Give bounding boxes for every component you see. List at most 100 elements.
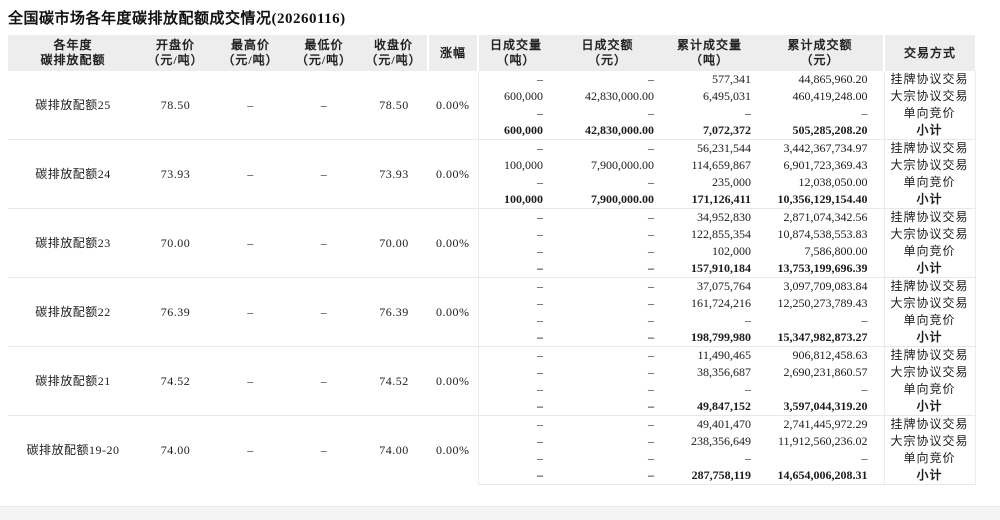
header-line: （元/吨） <box>222 53 279 67</box>
daily-amount-cell: – <box>648 244 654 258</box>
daily-volume-cell: – <box>478 139 553 157</box>
trade-method-cell: 单向竞价 <box>884 450 976 467</box>
trade-method-cell: 大宗协议交易 <box>884 295 976 312</box>
trade-method-cell: 大宗协议交易 <box>884 364 976 381</box>
cumulative-amount-cell: 11,912,560,236.02 <box>757 433 885 450</box>
header-line: （元/吨） <box>295 53 353 67</box>
daily-amount-cell: – <box>553 277 662 295</box>
header-line: 涨幅 <box>439 45 466 60</box>
close-price: 74.00 <box>360 415 428 485</box>
cumulative-volume-cell: – <box>745 106 751 120</box>
daily-volume-cell: – <box>537 244 543 258</box>
header-line: （元） <box>800 53 840 67</box>
daily-volume-cell: – <box>537 261 543 275</box>
header-line: 累计成交量 <box>676 38 742 52</box>
trade-method-cell: 挂牌协议交易 <box>884 71 976 88</box>
table-body: 碳排放配额25 78.50– –78.50 0.00% – –577,341 44,865,… <box>8 71 976 485</box>
trade-method-cell: 小计 <box>884 191 976 209</box>
cumulative-volume-cell: 38,356,687 <box>697 365 751 379</box>
trade-method-cell: 单向竞价 <box>884 243 976 260</box>
header-line: （元/吨） <box>365 53 422 67</box>
trade-method-cell: 大宗协议交易 <box>884 226 976 243</box>
low-price: – <box>288 208 360 278</box>
subtotal-row: – –287,758,119 14,654,006,208.31 小计 <box>8 467 976 485</box>
daily-volume-cell: – <box>537 451 543 465</box>
header-line: （元） <box>587 53 627 67</box>
table-row: 100,000 7,900,000.00 114,659,867 6,901,723,… <box>8 157 976 174</box>
daily-amount-cell: – <box>648 296 654 310</box>
open-price: 70.00 <box>138 208 213 278</box>
daily-amount-cell: – <box>648 175 654 189</box>
quota-trading-table: 各年度 碳排放配额 开盘价 （元/吨） 最高价 （元/吨） 最低价 （元/吨） … <box>8 35 976 485</box>
cumulative-volume-cell: 56,231,544 <box>662 139 757 157</box>
cumulative-volume-cell: 171,126,411 <box>691 192 751 206</box>
table-row: 碳排放配额19-20 74.00– –74.00 0.00% – –49,401,470 2… <box>8 415 976 485</box>
table-row: – – 38,356,687 2,690,231,860.57 大宗协议交易 <box>8 364 976 381</box>
cumulative-volume-cell: 102,000 <box>712 244 751 258</box>
daily-volume-cell: – <box>478 208 553 226</box>
table-row: – – – – 单向竞价 <box>8 312 976 329</box>
daily-volume-cell: – <box>537 313 543 327</box>
table-row: – – 238,356,649 11,912,560,236.02 大宗协议交易 <box>8 433 976 450</box>
trade-method-cell: 小计 <box>884 329 976 347</box>
cumulative-volume-cell: 114,659,867 <box>691 158 751 172</box>
cumulative-volume-cell: 287,758,119 <box>662 467 757 485</box>
header-open-price: 开盘价 （元/吨） <box>138 35 213 71</box>
cumulative-amount-cell: – <box>757 381 885 398</box>
trade-method-cell: 大宗协议交易 <box>884 157 976 174</box>
header-daily-volume: 日成交量 （吨） <box>478 35 553 71</box>
low-price: – <box>288 277 360 347</box>
header-line: 碳排放配额 <box>40 53 106 67</box>
quota-name: 碳排放配额21 <box>8 346 138 416</box>
daily-amount-cell: 42,830,000.00 <box>585 89 654 103</box>
cumulative-volume-cell: 577,341 <box>712 72 751 86</box>
open-price: 74.52 <box>138 346 213 416</box>
header-line: （吨） <box>496 53 536 67</box>
cumulative-amount-cell: 10,874,538,553.83 <box>757 226 885 243</box>
header-line: 最高价 <box>230 38 270 52</box>
cumulative-volume-cell: 34,952,830 <box>662 208 757 226</box>
cumulative-amount-cell: – <box>757 450 885 467</box>
cumulative-amount-cell: 2,871,074,342.56 <box>757 208 885 226</box>
header-row: 各年度 碳排放配额 开盘价 （元/吨） 最高价 （元/吨） 最低价 （元/吨） … <box>8 35 975 71</box>
table-row: 碳排放配额24 73.93– –73.93 0.00% – –56,231,544 3,44… <box>8 139 976 209</box>
header-line: 收盘价 <box>373 38 413 52</box>
cumulative-amount-cell: 13,753,199,696.39 <box>757 260 885 278</box>
subtotal-row: – – 157,910,184 13,753,199,696.39 小计 <box>8 260 976 278</box>
daily-amount-cell: – <box>648 365 654 379</box>
trade-method-cell: 挂牌协议交易 <box>884 415 976 433</box>
cumulative-amount-cell: 505,285,208.20 <box>757 122 885 140</box>
daily-volume-cell: – <box>537 399 543 413</box>
cumulative-amount-cell: 6,901,723,369.43 <box>757 157 885 174</box>
header-line: 日成交额 <box>581 38 634 52</box>
trade-method-cell: 大宗协议交易 <box>884 433 976 450</box>
daily-volume-cell: – <box>537 434 543 448</box>
low-price: – <box>288 139 360 209</box>
change-percent: 0.00% <box>428 415 479 485</box>
cumulative-volume-cell: – <box>745 313 751 327</box>
table-row: – – 235,000 12,038,050.00 单向竞价 <box>8 174 976 191</box>
cumulative-volume-cell: 6,495,031 <box>703 89 751 103</box>
daily-amount-cell: – <box>648 106 654 120</box>
close-price: 70.00 <box>360 208 428 278</box>
open-price: 74.00 <box>138 415 213 485</box>
cumulative-amount-cell: 12,250,273,789.43 <box>757 295 885 312</box>
table-row: 碳排放配额25 78.50– –78.50 0.00% – –577,341 44,865,… <box>8 71 976 140</box>
open-price: 76.39 <box>138 277 213 347</box>
table-row: – – 122,855,354 10,874,538,553.83 大宗协议交易 <box>8 226 976 243</box>
trade-method-cell: 单向竞价 <box>884 312 976 329</box>
cumulative-volume-cell: – <box>745 451 751 465</box>
cumulative-volume-cell: 235,000 <box>712 175 751 189</box>
daily-amount-cell: 7,900,000.00 <box>591 158 654 172</box>
open-price: 78.50 <box>160 97 191 112</box>
daily-volume-cell: – <box>537 330 543 344</box>
daily-amount-cell: – <box>553 208 662 226</box>
header-line: （元/吨） <box>147 53 204 67</box>
daily-volume-cell: – <box>537 72 543 86</box>
cumulative-volume-cell: 37,075,764 <box>662 277 757 295</box>
low-price: – <box>288 415 360 485</box>
header-cumulative-amount: 累计成交额 （元） <box>757 35 885 71</box>
daily-volume-cell: – <box>537 382 543 396</box>
table-row: – – – – 单向竞价 <box>8 381 976 398</box>
